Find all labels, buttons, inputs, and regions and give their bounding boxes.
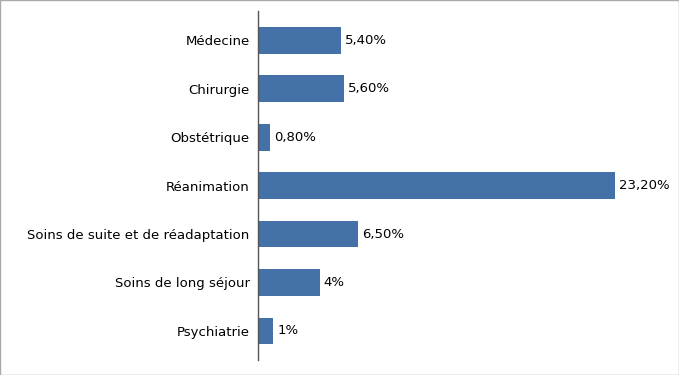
Bar xyxy=(258,172,615,199)
Text: 23,20%: 23,20% xyxy=(619,179,670,192)
Text: 6,50%: 6,50% xyxy=(362,228,404,241)
Bar xyxy=(258,124,270,150)
Text: 0,80%: 0,80% xyxy=(274,131,316,144)
Bar xyxy=(258,269,320,296)
Text: 4%: 4% xyxy=(323,276,344,289)
Bar xyxy=(258,318,274,344)
Bar xyxy=(258,27,342,54)
Text: 5,60%: 5,60% xyxy=(348,82,390,95)
Bar xyxy=(258,221,359,248)
Bar xyxy=(258,75,344,102)
Text: 1%: 1% xyxy=(277,324,298,338)
Text: 5,40%: 5,40% xyxy=(345,34,387,47)
